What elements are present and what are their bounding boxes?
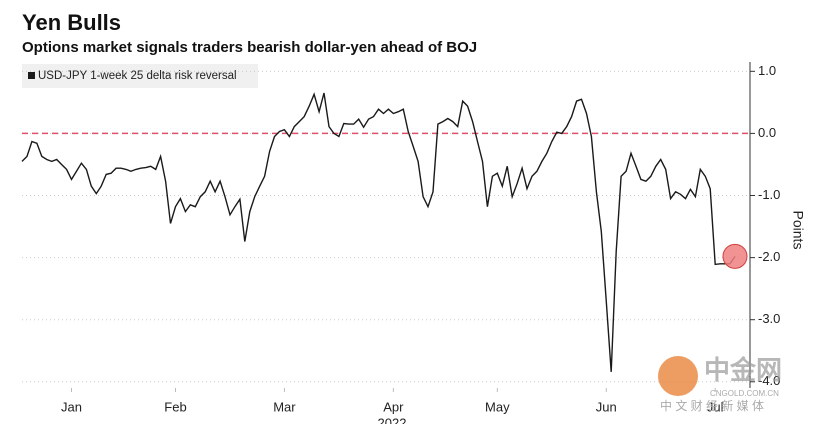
- chart-title: Yen Bulls: [22, 10, 121, 35]
- x-tick-label: Jan: [61, 399, 82, 414]
- y-tick-label: 1.0: [758, 63, 776, 78]
- watermark-logo: [658, 356, 698, 396]
- x-tick-label: May: [485, 399, 510, 414]
- chart-subtitle: Options market signals traders bearish d…: [22, 39, 477, 56]
- watermark-tagline: 中 文 财 经 新 媒 体: [660, 398, 764, 413]
- legend-box: [22, 64, 258, 88]
- y-tick-label: 0.0: [758, 125, 776, 140]
- y-tick-label: -2.0: [758, 249, 780, 264]
- x-tick-label: Feb: [164, 399, 186, 414]
- y-axis-label: Points: [790, 211, 806, 250]
- watermark-name: 中金网: [704, 355, 782, 385]
- data-line: [21, 92, 736, 372]
- x-tick-label: Jul: [707, 399, 724, 414]
- y-tick-label: -3.0: [758, 311, 780, 326]
- x-tick-label: Jun: [596, 399, 617, 414]
- x-tick-label: Apr: [383, 399, 404, 414]
- watermark-site: CNGOLD.COM.CN: [710, 389, 779, 398]
- x-tick-label: Mar: [273, 399, 296, 414]
- legend-label: USD-JPY 1-week 25 delta risk reversal: [38, 70, 237, 82]
- y-tick-label: -1.0: [758, 187, 780, 202]
- x-year-label: 2022: [378, 415, 407, 424]
- legend-swatch: [28, 72, 35, 79]
- y-tick-label: -4.0: [758, 373, 780, 388]
- highlight-marker: [722, 243, 748, 269]
